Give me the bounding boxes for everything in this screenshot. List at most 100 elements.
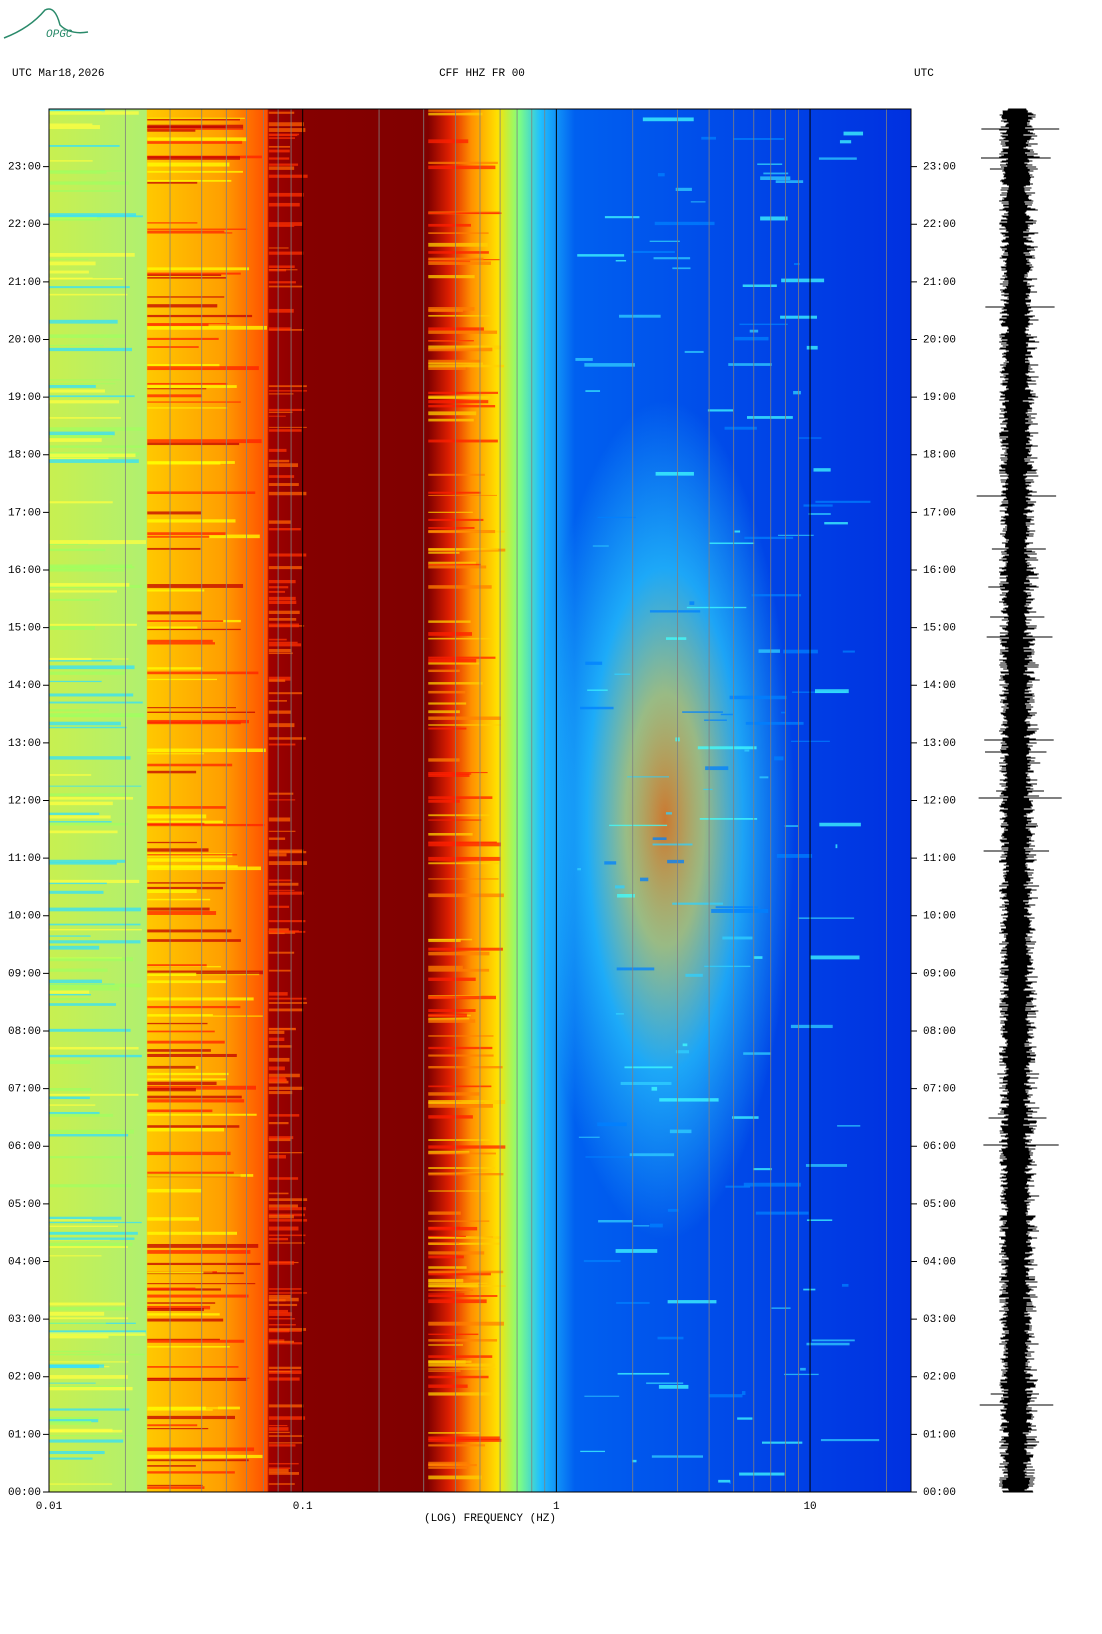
spectrogram-streak bbox=[147, 1366, 239, 1368]
spectrogram-streak bbox=[722, 936, 753, 940]
spectrogram-streak bbox=[49, 998, 90, 1001]
spectrogram-streak bbox=[428, 530, 496, 534]
spectrogram-streak bbox=[705, 766, 729, 771]
spectrogram-streak bbox=[147, 1053, 237, 1057]
spectrogram-streak bbox=[268, 997, 307, 1000]
spectrogram-streak bbox=[147, 626, 198, 629]
spectrogram-streak bbox=[268, 463, 299, 468]
spectrogram-streak bbox=[268, 1483, 295, 1485]
spectrogram-streak bbox=[428, 862, 499, 865]
spectrogram-streak bbox=[49, 935, 91, 937]
spectrogram-streak bbox=[428, 1152, 496, 1155]
spectrogram-streak bbox=[268, 579, 296, 584]
spectrogram-streak bbox=[268, 1292, 308, 1294]
spectrogram-streak bbox=[428, 796, 493, 799]
y-tick-label: 16:00 bbox=[8, 565, 41, 577]
spectrogram-streak bbox=[806, 345, 818, 350]
spectrogram-streak bbox=[428, 1360, 472, 1363]
spectrogram-streak bbox=[690, 201, 706, 203]
spectrogram-streak bbox=[268, 385, 307, 388]
spectrogram-streak bbox=[147, 314, 253, 318]
spectrogram-streak bbox=[49, 1054, 142, 1058]
spectrogram-streak bbox=[268, 1155, 286, 1159]
x-tick-label: 1 bbox=[553, 1501, 560, 1513]
spectrogram-streak bbox=[147, 1095, 242, 1099]
spectrogram-streak bbox=[268, 1472, 299, 1475]
spectrogram-streak bbox=[49, 1364, 100, 1369]
spectrogram-streak bbox=[49, 1429, 123, 1433]
spectrogram-streak bbox=[49, 987, 120, 991]
spectrogram-streak bbox=[268, 134, 298, 137]
spectrogram-streak bbox=[49, 144, 120, 147]
spectrogram-streak bbox=[147, 272, 241, 275]
spectrogram-streak bbox=[147, 363, 220, 368]
spectrogram-streak bbox=[147, 1313, 220, 1316]
spectrogram-streak bbox=[49, 564, 133, 568]
spectrogram-streak bbox=[428, 548, 499, 551]
spectrogram-streak bbox=[793, 263, 800, 266]
spectrogram-streak bbox=[268, 641, 298, 644]
spectrogram-streak bbox=[147, 1447, 255, 1452]
spectrogram-streak bbox=[268, 448, 287, 452]
spectrogram-streak bbox=[428, 819, 482, 821]
spectrogram-streak bbox=[575, 357, 593, 361]
spectrogram-streak bbox=[49, 252, 135, 257]
y-tick-label: 12:00 bbox=[8, 795, 41, 807]
spectrogram-streak bbox=[147, 1125, 240, 1128]
spectrogram-streak bbox=[818, 157, 857, 160]
spectrogram-streak bbox=[428, 758, 460, 762]
spectrogram-streak bbox=[428, 1339, 498, 1342]
y-tick-label: 18:00 bbox=[8, 450, 41, 462]
spectrogram-streak bbox=[428, 1285, 506, 1287]
spectrogram-streak bbox=[743, 1052, 771, 1055]
spectrogram-streak bbox=[428, 690, 466, 694]
spectrogram-streak bbox=[428, 1085, 492, 1088]
spectrogram-streak bbox=[49, 270, 89, 274]
spectrogram-streak bbox=[708, 1394, 743, 1398]
spectrogram-streak bbox=[147, 886, 223, 890]
spectrogram-streak bbox=[268, 137, 296, 139]
spectrogram-streak bbox=[733, 137, 784, 140]
spectrogram-streak bbox=[268, 459, 290, 463]
spectrogram-streak bbox=[147, 137, 247, 142]
spectrogram-streak bbox=[428, 261, 491, 265]
x-axis-label: (LOG) FREQUENCY (HZ) bbox=[424, 1513, 556, 1525]
spectrogram-streak bbox=[49, 1129, 134, 1134]
spectrogram-streak bbox=[147, 1262, 261, 1266]
spectrogram-streak bbox=[268, 166, 295, 170]
spectrogram-streak bbox=[428, 418, 474, 422]
spectrogram-streak bbox=[147, 162, 230, 167]
spectrogram-streak bbox=[49, 1028, 131, 1032]
spectrogram-streak bbox=[49, 459, 139, 463]
spectrogram-streak bbox=[682, 1043, 688, 1047]
spectrogram-streak bbox=[268, 1404, 304, 1408]
spectrogram-streak bbox=[669, 1129, 692, 1134]
spectrogram-streak bbox=[428, 620, 471, 623]
spectrogram-streak bbox=[49, 181, 129, 185]
spectrogram-streak bbox=[268, 1030, 285, 1034]
spectrogram-streak bbox=[147, 442, 240, 446]
spectrogram-streak bbox=[428, 1115, 473, 1119]
spectrogram-streak bbox=[49, 277, 93, 279]
spectrogram-streak bbox=[268, 408, 305, 411]
spectrogram-streak bbox=[147, 1174, 254, 1177]
spectrogram-streak bbox=[815, 689, 849, 694]
logo-swoosh bbox=[3, 8, 89, 39]
spectrogram-streak bbox=[428, 1375, 489, 1379]
spectrogram-streak bbox=[147, 848, 209, 852]
spectrogram-streak bbox=[428, 1236, 502, 1239]
spectrogram-streak bbox=[428, 771, 488, 774]
spectrogram-streak bbox=[49, 821, 112, 823]
spectrogram-streak bbox=[784, 1373, 819, 1376]
spectrogram-streak bbox=[428, 242, 488, 247]
spectrogram-streak bbox=[49, 1408, 130, 1411]
spectrogram-streak bbox=[268, 145, 291, 148]
spectrogram-streak bbox=[147, 401, 241, 403]
spectrogram-streak bbox=[49, 907, 142, 912]
spectrogram-streak bbox=[268, 600, 297, 605]
spectrogram-streak bbox=[49, 1439, 124, 1443]
spectrogram-streak bbox=[49, 1096, 90, 1100]
y-tick-label: 17:00 bbox=[8, 507, 41, 519]
spectrogram-streak bbox=[737, 1417, 753, 1420]
spectrogram-streak bbox=[744, 536, 794, 540]
